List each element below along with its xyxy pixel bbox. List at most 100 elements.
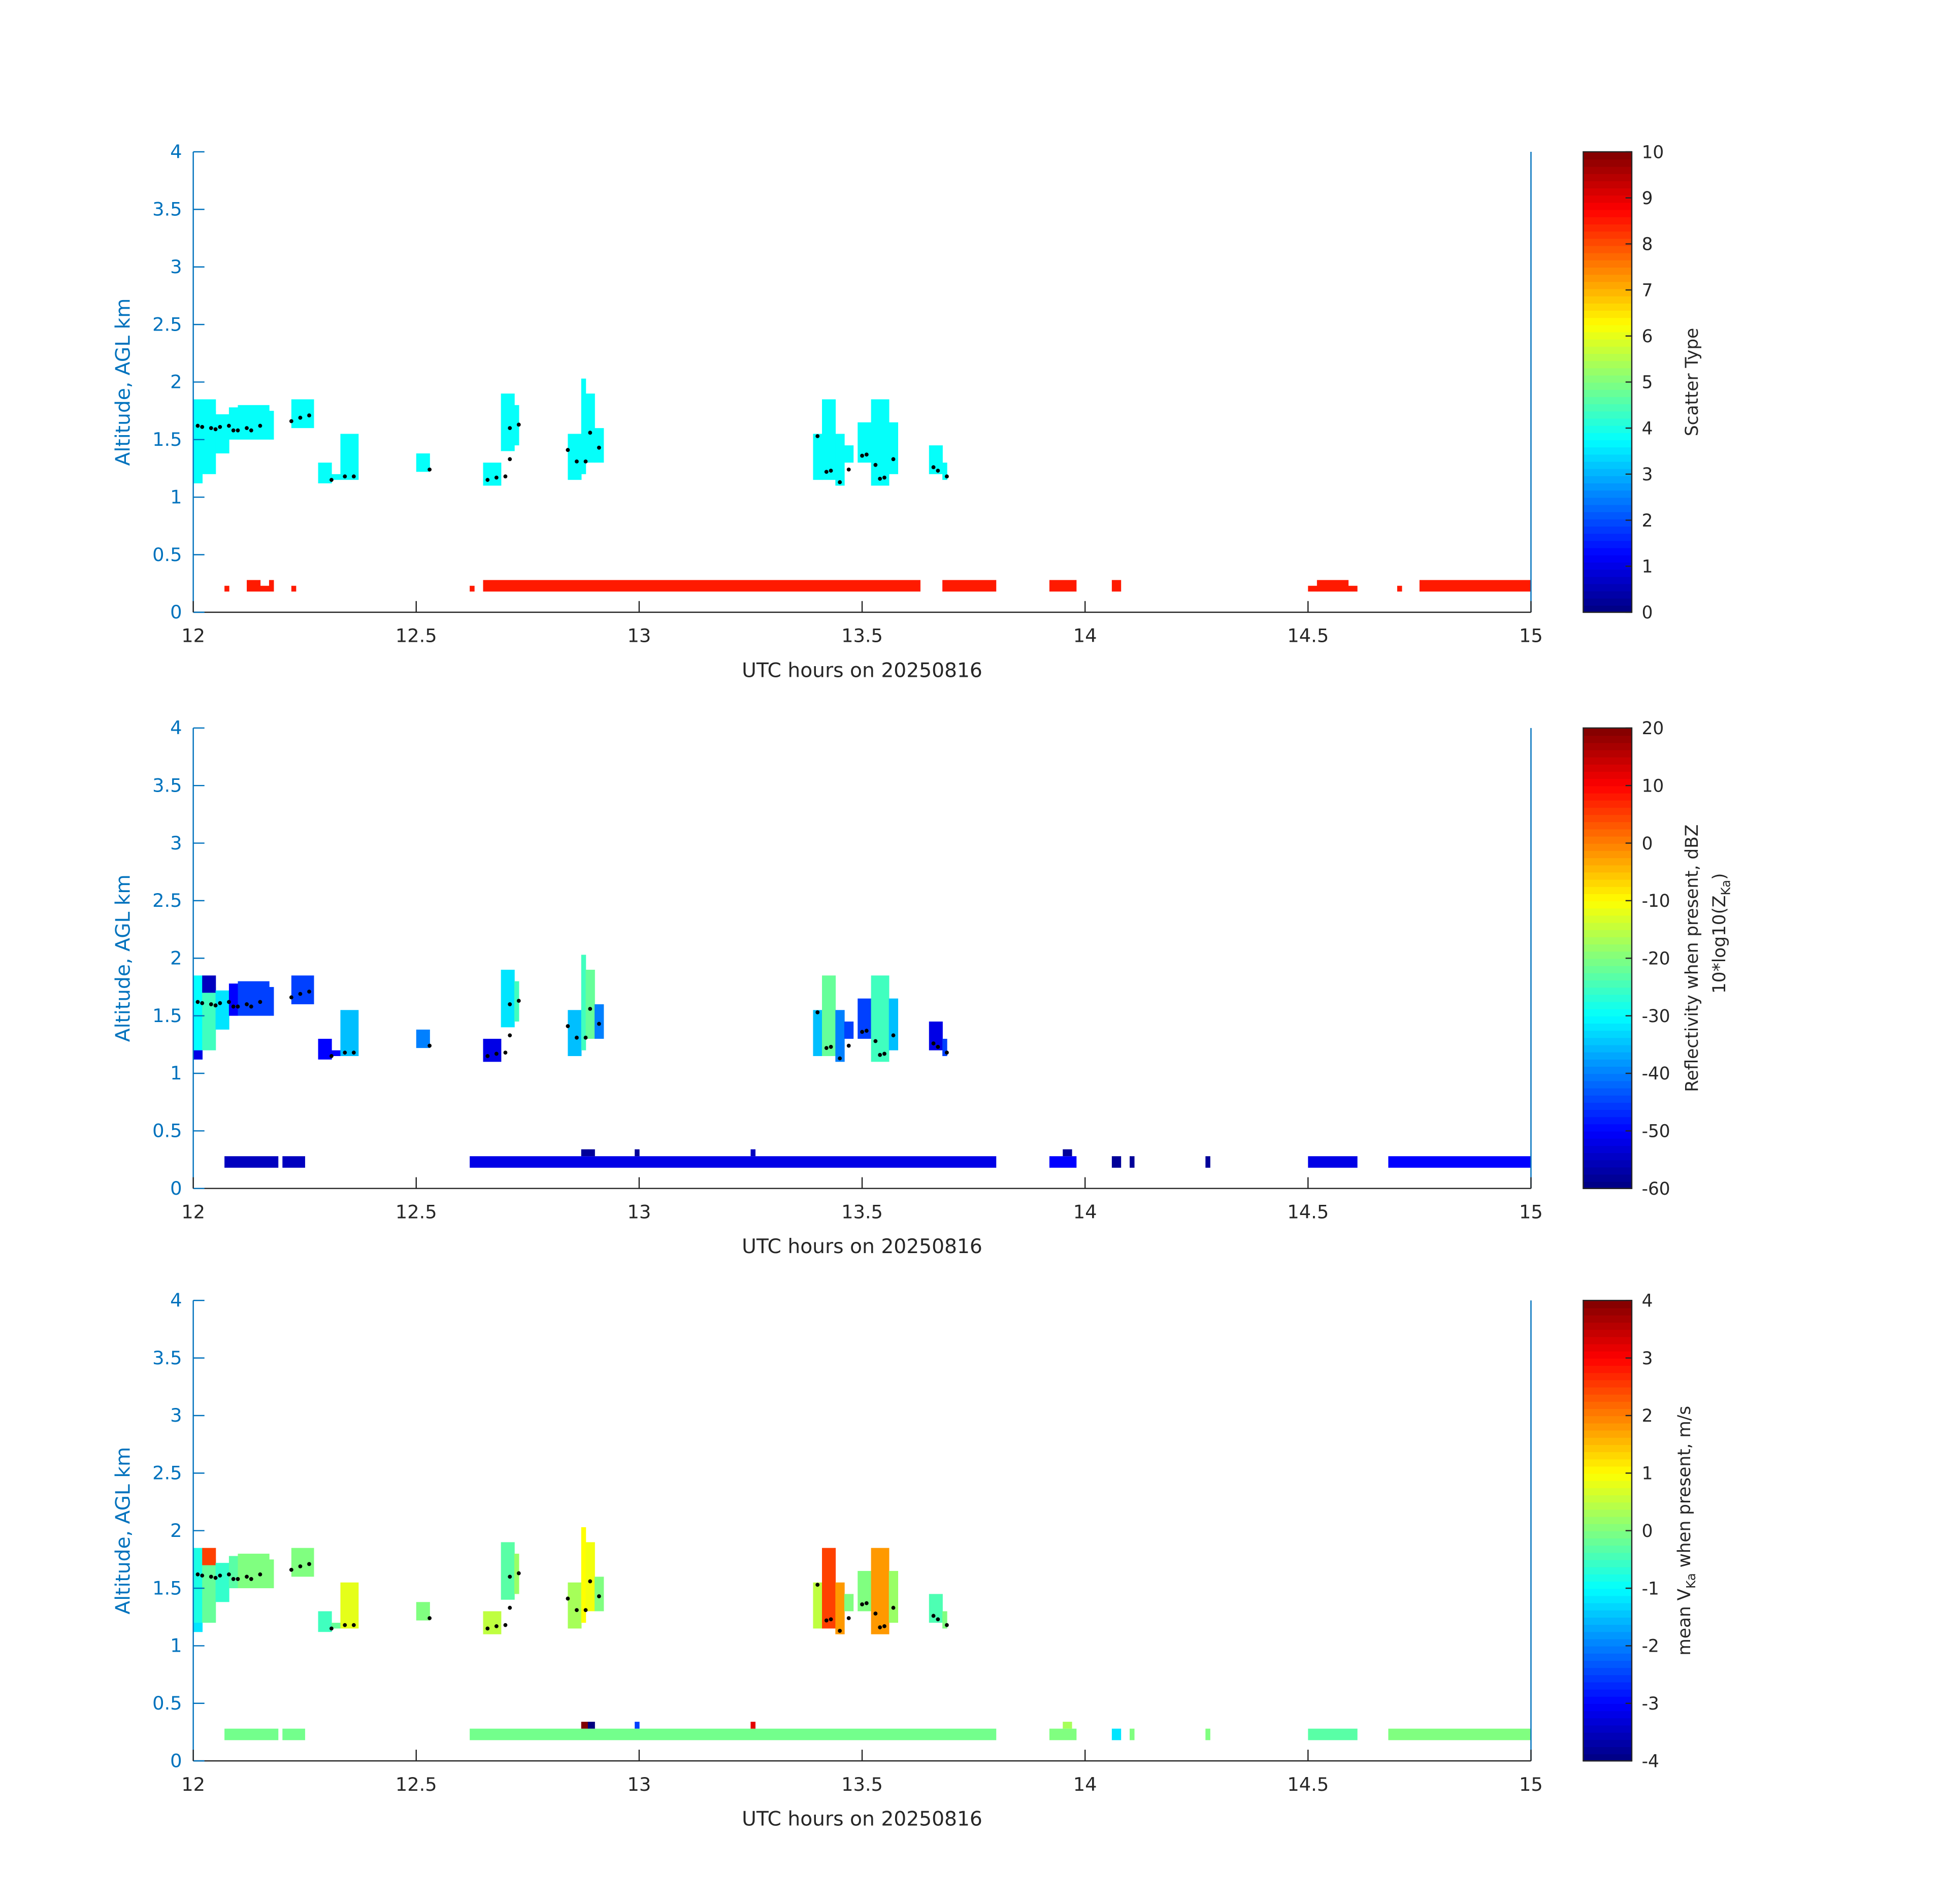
colorbar-swatch [1583, 951, 1632, 959]
colorbar-swatch [1583, 1073, 1632, 1081]
colorbar-swatch [1583, 159, 1632, 167]
ground-cell [282, 1156, 305, 1168]
heatmap-cell [514, 1554, 519, 1594]
x-tick-label: 15 [1519, 1201, 1543, 1223]
ground-cell [1049, 1728, 1077, 1741]
cloud-base-point [588, 431, 593, 435]
colorbar-swatch [1583, 1552, 1632, 1560]
cloud-base-point [329, 1626, 334, 1631]
cloud-base-point [575, 1035, 579, 1040]
ground-cell [1111, 1156, 1122, 1168]
colorbar-swatch [1583, 757, 1632, 765]
cloud-base-point [213, 427, 218, 432]
colorbar-swatch [1583, 1415, 1632, 1424]
colorbar-tick-label: 10 [1642, 142, 1664, 162]
colorbar-swatch [1583, 1380, 1632, 1388]
colorbar-tick-label: -3 [1642, 1694, 1659, 1714]
cloud-base-point [936, 1044, 940, 1049]
cloud-base-point [508, 457, 512, 462]
heatmap-cell [835, 1010, 845, 1062]
colorbar-swatch [1583, 778, 1632, 786]
ground-cell [750, 1149, 755, 1157]
x-tick-label: 12.5 [396, 625, 437, 647]
colorbar-tick-label: 0 [1642, 834, 1653, 854]
y-axis-label: Altitude, AGL km [112, 1447, 135, 1615]
cloud-base-point [566, 1596, 570, 1601]
cloud-base-point [516, 1571, 521, 1575]
colorbar-swatch [1583, 540, 1632, 548]
cloud-base-point [209, 1574, 213, 1579]
cloud-base-point [931, 1614, 936, 1618]
cloud-base-point [873, 1612, 878, 1616]
colorbar-swatch [1583, 857, 1632, 866]
colorbar-swatch [1583, 1696, 1632, 1704]
ground-cell [1049, 1156, 1077, 1168]
colorbar-swatch [1583, 749, 1632, 758]
cloud-base-point [343, 474, 347, 479]
heatmap-cell [483, 463, 502, 486]
colorbar-label-main: mean V [1674, 1588, 1695, 1655]
colorbar-swatch [1583, 202, 1632, 210]
colorbar-swatch [1583, 1459, 1632, 1467]
heatmap-cell [269, 1559, 274, 1589]
ground-cell [635, 1149, 640, 1157]
ground-cell [581, 1722, 588, 1729]
colorbar-tick-label: 3 [1642, 1349, 1653, 1369]
cloud-base-point [873, 463, 878, 467]
colorbar-swatch [1583, 360, 1632, 369]
colorbar-swatch [1583, 1537, 1632, 1546]
heatmap-cell [581, 378, 586, 474]
heatmap-cell [942, 1038, 947, 1056]
colorbar-swatch [1583, 1037, 1632, 1045]
ground-cell [1130, 1728, 1135, 1741]
colorbar-swatch [1583, 800, 1632, 808]
colorbar-swatch [1583, 1581, 1632, 1589]
x-tick-label: 13 [628, 1201, 651, 1223]
cloud-base-point [249, 1004, 253, 1009]
colorbar-swatch [1583, 1394, 1632, 1402]
cloud-base-point [209, 426, 213, 431]
colorbar-tick-label: 0 [1642, 1521, 1653, 1541]
ground-cell [1308, 1156, 1358, 1168]
colorbar-swatch [1583, 238, 1632, 246]
cloud-base-point [516, 422, 521, 427]
x-tick-label: 15 [1519, 1774, 1543, 1795]
ground-cell [1205, 1156, 1210, 1168]
heatmap-cell [871, 399, 890, 486]
colorbar-swatch [1583, 1372, 1632, 1381]
heatmap-cell [416, 1029, 430, 1048]
x-tick-label: 13.5 [841, 1201, 883, 1223]
cloud-base-point [494, 1052, 499, 1056]
x-axis-label: UTC hours on 20250816 [742, 1808, 982, 1831]
heatmap-cell [888, 422, 899, 474]
heatmap-cell [501, 969, 515, 1028]
heatmap-cell [416, 453, 430, 472]
cloud-base-point [307, 413, 311, 418]
cloud-base-point [815, 434, 820, 438]
cloud-base-point [829, 469, 833, 473]
heatmap-cell [215, 414, 229, 454]
cloud-base-point [213, 1575, 218, 1580]
cloud-base-point [226, 423, 231, 428]
cloud-base-point [343, 1051, 347, 1055]
y-tick-label: 3 [170, 256, 182, 278]
colorbar-swatch [1583, 288, 1632, 297]
heatmap-cell [568, 1582, 582, 1629]
cloud-base-point [829, 1044, 833, 1049]
colorbar-swatch [1583, 1066, 1632, 1074]
cloud-base-point [218, 1573, 222, 1578]
ground-cell [1308, 1728, 1358, 1741]
cloud-base-point [878, 1053, 882, 1057]
y-tick-label: 3 [170, 1404, 182, 1426]
colorbar-tick-label: 8 [1642, 235, 1653, 255]
colorbar-label: mean VKa when present, m/s [1674, 1406, 1698, 1656]
heatmap-cell [215, 1563, 229, 1602]
heatmap-cell [858, 998, 872, 1039]
cloud-base-point [508, 426, 512, 431]
colorbar-swatch [1583, 1746, 1632, 1755]
colorbar-swatch [1583, 482, 1632, 491]
colorbar-swatch [1583, 576, 1632, 584]
ground-cell [1063, 1149, 1072, 1157]
colorbar-swatch [1583, 879, 1632, 887]
colorbar-swatch [1583, 735, 1632, 743]
